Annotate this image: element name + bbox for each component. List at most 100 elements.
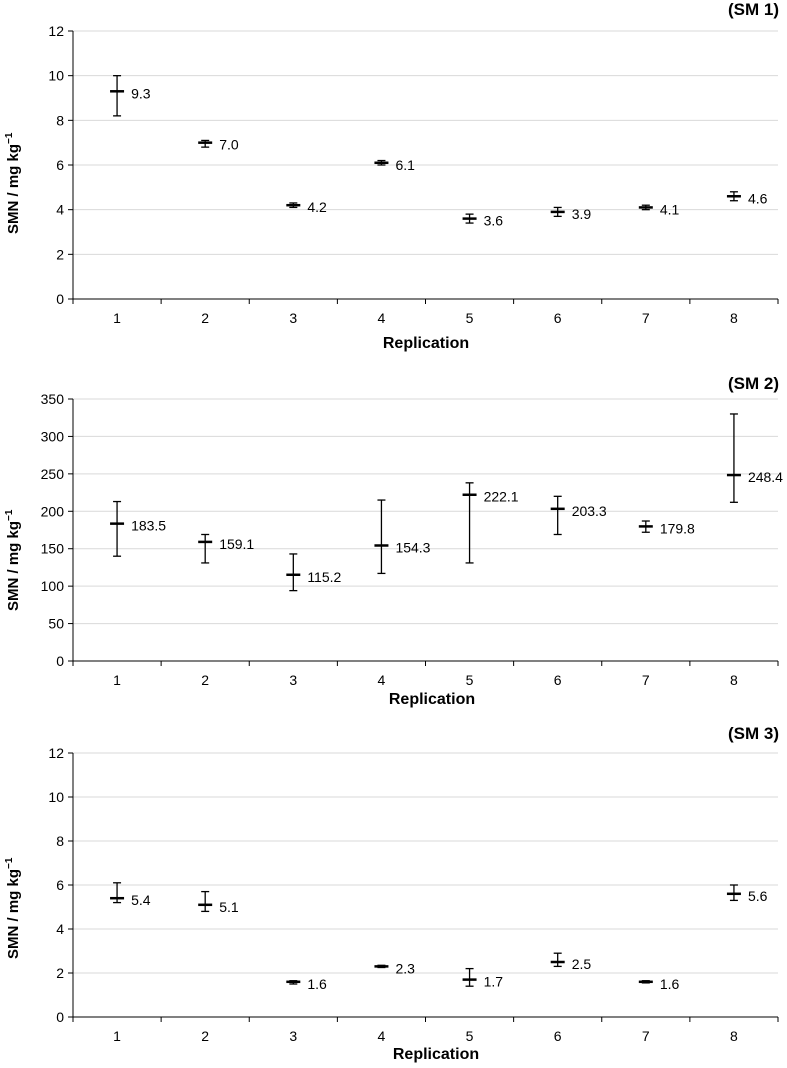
data-point — [374, 499, 389, 575]
y-tick-label: 8 — [56, 112, 64, 128]
panel-title: (SM 3) — [728, 724, 779, 743]
data-label: 2.3 — [395, 960, 415, 976]
data-label: 5.1 — [219, 899, 239, 915]
x-tick-label: 8 — [730, 1028, 738, 1044]
x-tick-label: 1 — [113, 1028, 121, 1044]
x-tick-label: 6 — [554, 1028, 562, 1044]
data-label: 1.7 — [484, 974, 504, 990]
data-label: 154.3 — [395, 539, 430, 555]
x-tick-label: 4 — [378, 1028, 386, 1044]
data-point — [110, 882, 125, 904]
x-tick-label: 3 — [289, 1028, 297, 1044]
y-axis-label: SMN / mg kg−1 — [4, 857, 22, 959]
data-label: 5.6 — [748, 888, 768, 904]
data-point — [726, 413, 741, 503]
chart-panel-sm3: (SM 3) 0 2 4 6 8 10 12 1 2 3 4 5 6 7 8 5.4 5.1 1.6 2.3 1.7 2… — [0, 720, 787, 1068]
data-point — [198, 139, 213, 148]
data-point — [550, 495, 565, 536]
y-tick-label: 4 — [56, 921, 64, 937]
y-tick-label: 6 — [56, 877, 64, 893]
x-tick-label: 6 — [554, 310, 562, 326]
data-label: 159.1 — [219, 536, 254, 552]
y-tick-label: 8 — [56, 833, 64, 849]
x-axis-label: Replication — [392, 1046, 480, 1063]
data-point — [110, 75, 125, 117]
data-point — [286, 980, 301, 985]
y-axis-label: SMN / mg kg−1 — [4, 509, 22, 611]
x-tick-label: 3 — [289, 672, 297, 688]
y-tick-label: 0 — [56, 653, 64, 669]
y-tick-label: 350 — [41, 391, 65, 407]
y-tick-label: 200 — [41, 503, 65, 519]
y-tick-label: 2 — [56, 965, 64, 981]
y-tick-label: 12 — [48, 23, 64, 39]
y-tick-label: 100 — [41, 578, 65, 594]
y-axis-label: SMN / mg kg−1 — [4, 132, 22, 234]
data-label: 4.2 — [307, 199, 327, 215]
data-label: 248.4 — [748, 469, 783, 485]
data-point — [462, 482, 477, 564]
x-tick-label: 2 — [201, 310, 209, 326]
data-point — [726, 191, 741, 202]
x-tick-label: 3 — [289, 310, 297, 326]
data-label: 5.4 — [131, 892, 151, 908]
data-label: 9.3 — [131, 85, 151, 101]
x-tick-label: 2 — [201, 672, 209, 688]
panel-title: (SM 1) — [728, 0, 779, 19]
y-tick-label: 150 — [41, 541, 65, 557]
x-tick-label: 1 — [113, 310, 121, 326]
chart-panel-sm1: (SM 1) 0 2 4 6 8 10 12 1 2 3 4 5 6 7 8 9.3 7.0 4.2 6.1 3.6 3… — [0, 0, 787, 355]
data-label: 3.9 — [572, 206, 592, 222]
x-tick-label: 5 — [466, 1028, 474, 1044]
x-tick-label: 4 — [378, 672, 386, 688]
data-point — [638, 980, 653, 984]
data-label: 2.5 — [572, 956, 592, 972]
panel-title: (SM 2) — [728, 374, 779, 393]
data-label: 222.1 — [484, 489, 519, 505]
x-tick-label: 2 — [201, 1028, 209, 1044]
x-tick-label: 7 — [642, 1028, 650, 1044]
y-tick-label: 250 — [41, 466, 65, 482]
data-label: 6.1 — [395, 157, 415, 173]
data-label: 183.5 — [131, 518, 166, 534]
data-label: 115.2 — [307, 569, 341, 585]
x-tick-label: 8 — [730, 672, 738, 688]
y-tick-label: 0 — [56, 1009, 64, 1025]
x-tick-label: 4 — [378, 310, 386, 326]
chart-panel-sm2: (SM 2) 0 50 100 150 200 250 300 350 1 2 3 4 5 6 7 8 183.… — [0, 362, 787, 717]
data-point — [462, 967, 477, 987]
data-point — [286, 202, 301, 209]
data-label: 1.6 — [660, 976, 680, 992]
y-tick-label: 4 — [56, 202, 64, 218]
data-label: 7.0 — [219, 137, 239, 153]
data-point — [110, 500, 125, 557]
data-label: 179.8 — [660, 520, 695, 536]
x-axis-label: Replication — [382, 335, 470, 352]
x-tick-label: 5 — [466, 672, 474, 688]
data-point — [374, 964, 389, 969]
y-tick-label: 50 — [48, 616, 64, 632]
data-point — [462, 213, 477, 224]
x-tick-label: 7 — [642, 310, 650, 326]
data-point — [374, 159, 389, 166]
data-point — [550, 952, 565, 968]
data-label: 4.6 — [748, 190, 768, 206]
chart-svg: 0 50 100 150 200 250 300 350 1 2 3 4 5 6 7 8 183.5 159.1 1… — [41, 391, 784, 688]
data-label: 203.3 — [572, 503, 607, 519]
y-tick-label: 0 — [56, 291, 64, 307]
data-label: 4.1 — [660, 201, 680, 217]
x-tick-label: 6 — [554, 672, 562, 688]
x-tick-label: 5 — [466, 310, 474, 326]
data-point — [286, 553, 301, 592]
y-tick-label: 10 — [48, 789, 64, 805]
data-point — [638, 520, 653, 533]
y-tick-label: 10 — [48, 68, 64, 84]
data-point — [550, 206, 565, 218]
data-point — [198, 890, 213, 913]
data-point — [726, 884, 741, 902]
x-axis-label: Replication — [388, 691, 476, 708]
y-tick-label: 2 — [56, 246, 64, 262]
data-label: 1.6 — [307, 976, 327, 992]
y-tick-label: 300 — [41, 428, 65, 444]
